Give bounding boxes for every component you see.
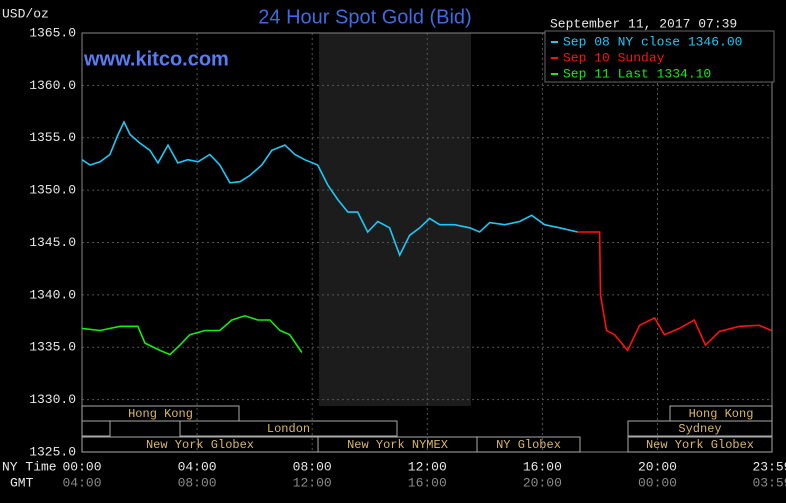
x2-tick-label: 08:00 [178,475,217,490]
session-box [179,420,398,437]
website: www.kitco.com [83,48,229,70]
x2-tick-label: 20:00 [523,475,562,490]
legend-label: Sep 10 Sunday [563,50,665,65]
x-tick-label: 20:00 [638,459,677,474]
x-tick-label: 16:00 [523,459,562,474]
y-tick-label: 1340.0 [29,287,76,302]
y-tick-label: 1325.0 [29,444,76,459]
x-tick-label: 23:59 [752,459,786,474]
session-label: Hong Kong [128,407,193,421]
session-box [81,405,240,422]
y-tick-label: 1350.0 [29,183,76,198]
y-tick-label: 1360.0 [29,78,76,93]
chart-title: 24 Hour Spot Gold (Bid) [258,6,471,28]
series-line [81,314,303,356]
x-tick-label: 00:00 [62,459,101,474]
x-tick-label: 08:00 [293,459,332,474]
x-tick-label: 04:00 [178,459,217,474]
session-label: New York NYMEX [347,438,448,452]
session-box [476,436,581,453]
x2-tick-label: 12:00 [293,475,332,490]
series-line [81,120,578,258]
session-label: NY Globex [496,438,561,452]
session-box [627,420,773,437]
y-tick-label: 1335.0 [29,340,76,355]
session-label: New York Globex [646,438,754,452]
y-tick-label: 1345.0 [29,235,76,250]
series-line [577,231,772,352]
y-axis-label: USD/oz [2,6,49,21]
session-label: New York Globex [146,438,254,452]
session-box [627,436,773,453]
y-tick-label: 1355.0 [29,130,76,145]
session-label: Hong Kong [689,407,754,421]
x2-tick-label: 00:00 [638,475,677,490]
legend-label: Sep 11 Last 1334.10 [563,66,711,81]
session-label: London [267,422,310,436]
legend-box [544,30,775,83]
timestamp: September 11, 2017 07:39 [550,16,737,31]
x2-axis-label: GMT [10,475,34,490]
legend-label: Sep 08 NY close 1346.00 [563,34,742,49]
x-tick-label: 12:00 [408,459,447,474]
x2-tick-label: 04:00 [62,475,101,490]
y-tick-label: 1330.0 [29,392,76,407]
x-axis-label: NY Time [2,459,57,474]
session-label: Sydney [678,422,721,436]
y-tick-label: 1365.0 [29,25,76,40]
x2-tick-label: 03:59 [752,475,786,490]
x2-tick-label: 16:00 [408,475,447,490]
market-hours-shade [319,33,471,406]
